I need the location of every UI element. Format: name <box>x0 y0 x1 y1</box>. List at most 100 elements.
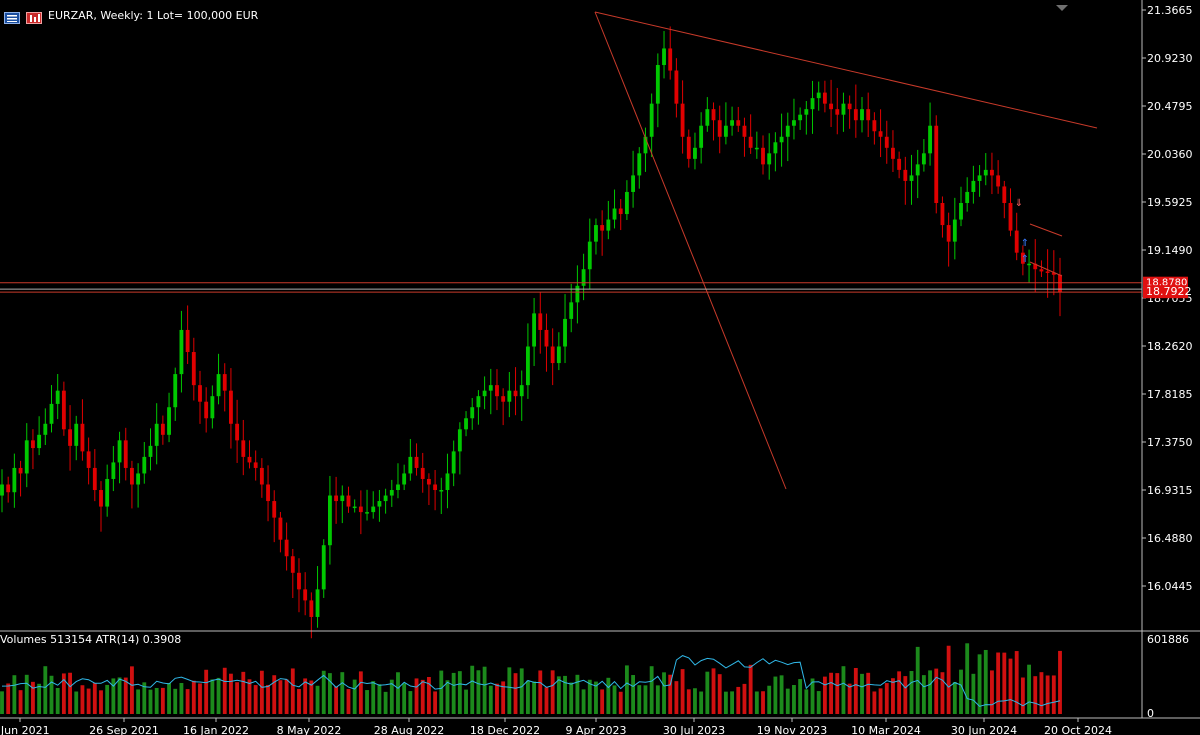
candle-body <box>179 329 184 375</box>
candle-body <box>754 147 759 150</box>
volume-bar <box>581 689 586 714</box>
volume-bar <box>779 675 784 714</box>
candle-body <box>996 175 1001 187</box>
candle-body <box>284 539 289 557</box>
volume-bar <box>637 685 642 714</box>
candle-body <box>835 109 840 115</box>
candle-body <box>445 473 450 491</box>
volume-bar <box>903 676 908 714</box>
volume-bar <box>649 666 654 714</box>
volume-bar <box>358 671 363 714</box>
chart-type-icon[interactable] <box>26 9 42 24</box>
volume-bar <box>699 691 704 714</box>
volume-bar <box>340 672 345 714</box>
volume-bar <box>1039 672 1044 714</box>
time-tick-label: 9 Apr 2023 <box>565 724 626 735</box>
volume-bar <box>934 668 939 714</box>
candle-body <box>507 390 512 402</box>
candle-body <box>12 467 17 493</box>
volume-bar <box>921 675 926 714</box>
candle-body <box>426 478 431 485</box>
price-tick-label: 20.0360 <box>1147 148 1193 161</box>
volume-bar <box>229 673 233 714</box>
shift-marker-icon <box>1056 5 1068 11</box>
volume-bar <box>860 673 864 714</box>
volume-bar <box>160 687 165 714</box>
candle-body <box>810 98 815 110</box>
menu-icon[interactable] <box>4 9 20 24</box>
volume-bar <box>334 686 339 714</box>
candle-body <box>216 374 221 397</box>
candle-body <box>235 423 240 441</box>
volume-bar <box>624 665 629 714</box>
candle-body <box>934 125 939 204</box>
candle-body <box>631 175 636 192</box>
candle-body <box>971 180 976 192</box>
candle-body <box>136 473 141 485</box>
volume-bar <box>1027 664 1031 714</box>
volume-bar <box>538 670 543 714</box>
candle-body <box>402 473 407 485</box>
candle-body <box>173 374 178 408</box>
candle-body <box>736 120 741 126</box>
volume-bar <box>80 685 85 714</box>
candle-body <box>371 506 376 513</box>
candle-body <box>798 114 803 121</box>
candle-body <box>408 456 413 474</box>
volume-bar <box>123 677 128 714</box>
volume-bar <box>897 671 902 714</box>
candle-body <box>130 467 134 485</box>
candle-body <box>686 136 691 159</box>
price-tick-label: 17.8185 <box>1147 388 1193 401</box>
sell-arrow-icon: ⇓ <box>1015 198 1023 209</box>
candle-body <box>544 329 549 347</box>
volume-bar <box>1014 651 1019 714</box>
candle-body <box>513 390 518 397</box>
volume-bar <box>433 691 438 714</box>
candle-body <box>1033 263 1038 270</box>
volume-bar <box>482 666 487 714</box>
candle-body <box>921 153 926 165</box>
volume-bar <box>773 676 778 714</box>
time-tick-label: 19 Nov 2023 <box>757 724 827 735</box>
candle-body <box>965 191 970 204</box>
candle-body <box>519 385 524 397</box>
candle-body <box>464 418 468 430</box>
candle-body <box>680 103 685 137</box>
volume-bar <box>532 681 537 714</box>
price-tick-label: 19.1490 <box>1147 244 1193 257</box>
candle-body <box>396 484 400 491</box>
volume-bar <box>68 672 72 714</box>
volume-bar <box>983 649 988 714</box>
volume-bar <box>748 664 753 714</box>
candle-body <box>847 103 852 110</box>
time-tick-label: 10 Mar 2024 <box>851 724 921 735</box>
volume-bar <box>396 672 400 714</box>
volume-bar <box>1051 675 1056 714</box>
current-price-label: 18.7922 <box>1146 285 1192 298</box>
volume-bar <box>662 672 666 714</box>
volume-bar <box>414 678 419 714</box>
volume-bar <box>266 684 270 714</box>
channel-lower-line <box>1029 261 1063 277</box>
volume-bar <box>884 683 889 714</box>
volume-bar <box>315 685 320 714</box>
candle-body <box>247 456 252 463</box>
candle-body <box>587 241 592 270</box>
candle-body <box>198 385 202 402</box>
falling-diagonal-line <box>594 11 787 490</box>
volume-bar <box>587 679 592 714</box>
volume-bar <box>12 675 17 714</box>
candle-body <box>488 385 493 391</box>
candle-body <box>105 478 110 507</box>
volume-bar <box>136 689 141 714</box>
candle-body <box>253 462 258 468</box>
volume-bar <box>594 681 598 714</box>
candle-body <box>229 390 233 424</box>
candle-body <box>328 495 332 546</box>
candle-body <box>451 451 456 474</box>
volume-bar <box>346 689 351 714</box>
candle-body <box>618 208 623 215</box>
candle-body <box>352 506 357 509</box>
